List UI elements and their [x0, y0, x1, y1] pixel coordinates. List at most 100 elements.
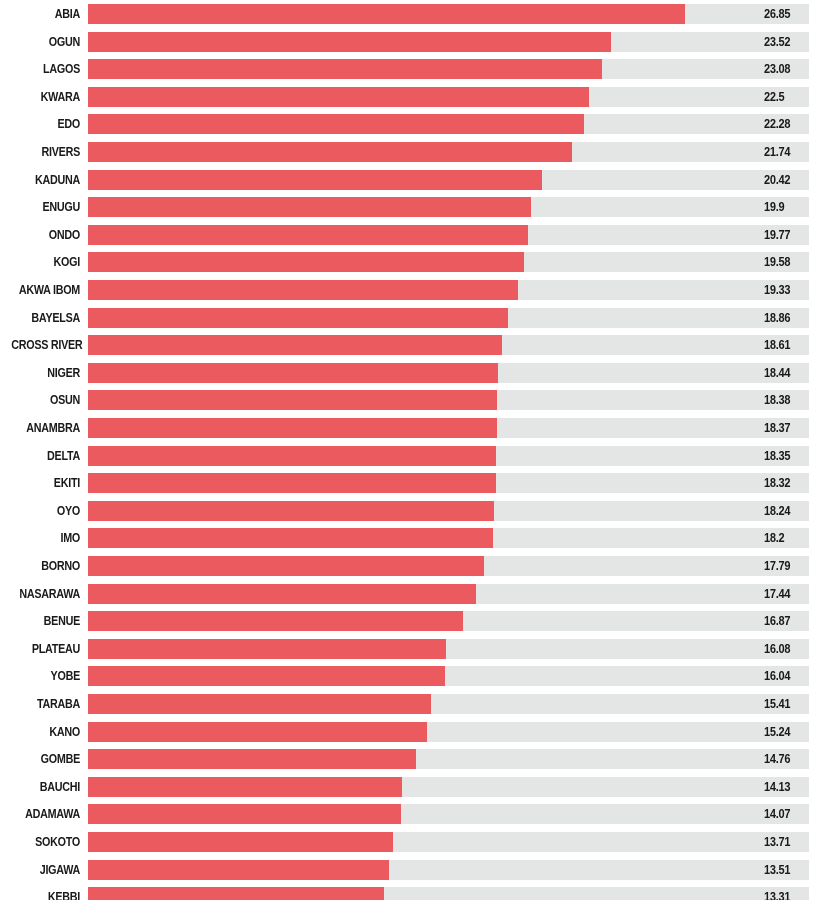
bar-row: SOKOTO 13.71 — [0, 832, 835, 852]
category-label: JIGAWA — [39, 862, 81, 877]
bar-track — [88, 280, 809, 300]
category-label: BENUE — [43, 614, 81, 629]
category-label: KEBBI — [47, 890, 80, 900]
value-label: 13.71 — [764, 835, 791, 849]
bar-row: EDO 22.28 — [0, 114, 835, 135]
bar — [88, 31, 612, 52]
bar-track — [88, 307, 809, 328]
value-label: 21.74 — [764, 145, 791, 159]
bar-row: KANO 15.24 — [0, 721, 835, 742]
bar-row: DELTA 18.35 — [0, 445, 835, 466]
bar-row: KADUNA 20.42 — [0, 169, 835, 190]
bar — [88, 252, 524, 273]
bar-row: ENUGU 19.9 — [0, 197, 835, 218]
value-label: 19.9 — [764, 200, 785, 215]
bar — [88, 390, 497, 411]
category-label: BAUCHI — [39, 779, 81, 794]
category-label: KOGI — [53, 255, 81, 270]
bar-track — [88, 859, 809, 880]
bar-row: KOGI 19.58 — [0, 252, 835, 273]
bar-track — [88, 197, 809, 218]
category-label: LAGOS — [43, 62, 80, 77]
category-label: BORNO — [41, 559, 80, 573]
value-label: 14.07 — [764, 807, 791, 822]
category-label: OSUN — [49, 393, 80, 408]
bar-row: LAGOS 23.08 — [0, 59, 835, 80]
value-label: 26.85 — [764, 7, 791, 21]
bar-row: NIGER 18.44 — [0, 362, 835, 383]
bar — [88, 776, 403, 797]
value-label: 18.61 — [764, 338, 791, 353]
value-label: 13.31 — [764, 890, 791, 900]
bar — [88, 749, 417, 770]
bar-row: OGUN 23.52 — [0, 31, 835, 52]
bar-track — [88, 252, 809, 273]
bar — [88, 224, 528, 245]
bar-track — [88, 224, 809, 245]
bar-row: GOMBE 14.76 — [0, 749, 835, 770]
bar — [88, 335, 503, 356]
bar — [88, 59, 602, 80]
bar-track — [88, 86, 809, 107]
bar-row: TARABA 15.41 — [0, 694, 835, 714]
bar-row: ABIA 26.85 — [0, 4, 835, 24]
bar-track — [88, 832, 809, 852]
bar-track — [88, 473, 809, 494]
bar-row: OSUN 18.38 — [0, 390, 835, 411]
category-label: OYO — [56, 503, 80, 518]
value-label: 18.24 — [764, 503, 791, 518]
category-label: YOBE — [50, 669, 81, 684]
value-label: 18.86 — [764, 310, 791, 325]
value-label: 16.04 — [764, 669, 791, 684]
value-label: 19.33 — [764, 283, 791, 297]
category-label: KANO — [49, 724, 80, 739]
bar — [88, 583, 477, 604]
bar-row: ANAMBRA 18.37 — [0, 418, 835, 438]
bar — [88, 114, 584, 135]
value-label: 18.38 — [764, 393, 791, 408]
category-label: NASARAWA — [19, 586, 80, 601]
bar — [88, 611, 464, 632]
bar — [88, 280, 519, 300]
bar-row: ADAMAWA 14.07 — [0, 804, 835, 825]
bar-track — [88, 59, 809, 80]
category-label: IMO — [60, 531, 80, 546]
value-label: 15.24 — [764, 724, 791, 739]
bar-track — [88, 694, 809, 714]
bar-row: OYO 18.24 — [0, 500, 835, 521]
bar-row: JIGAWA 13.51 — [0, 859, 835, 880]
category-label: ENUGU — [42, 200, 80, 215]
category-label: EDO — [57, 117, 80, 132]
category-label: AKWA IBOM — [18, 283, 80, 297]
category-label: ONDO — [48, 227, 80, 242]
bar-track — [88, 500, 809, 521]
bar — [88, 362, 499, 383]
category-label: BAYELSA — [31, 310, 80, 325]
value-label: 16.08 — [764, 641, 791, 656]
bar-row: BAYELSA 18.86 — [0, 307, 835, 328]
value-label: 22.5 — [764, 89, 785, 104]
bar — [88, 694, 431, 714]
bar-track — [88, 445, 809, 466]
value-label: 18.32 — [764, 476, 791, 491]
value-label: 23.52 — [764, 34, 791, 49]
bar — [88, 666, 445, 687]
bar — [88, 638, 446, 659]
category-label: RIVERS — [41, 145, 81, 159]
bar-track — [88, 362, 809, 383]
bar-track — [88, 390, 809, 411]
value-label: 17.44 — [764, 586, 791, 601]
category-label: CROSS RIVER — [11, 338, 83, 353]
bar-row: EKITI 18.32 — [0, 473, 835, 494]
category-label: KADUNA — [34, 172, 80, 187]
value-label: 15.41 — [764, 697, 791, 711]
value-label: 16.87 — [764, 614, 791, 629]
bar-track — [88, 418, 809, 438]
value-label: 22.28 — [764, 117, 791, 132]
category-label: ADAMAWA — [25, 807, 80, 822]
value-label: 20.42 — [764, 172, 791, 187]
category-label: TARABA — [36, 697, 80, 711]
bar-track — [88, 583, 809, 604]
bar-track — [88, 31, 809, 52]
value-label: 18.37 — [764, 421, 791, 435]
